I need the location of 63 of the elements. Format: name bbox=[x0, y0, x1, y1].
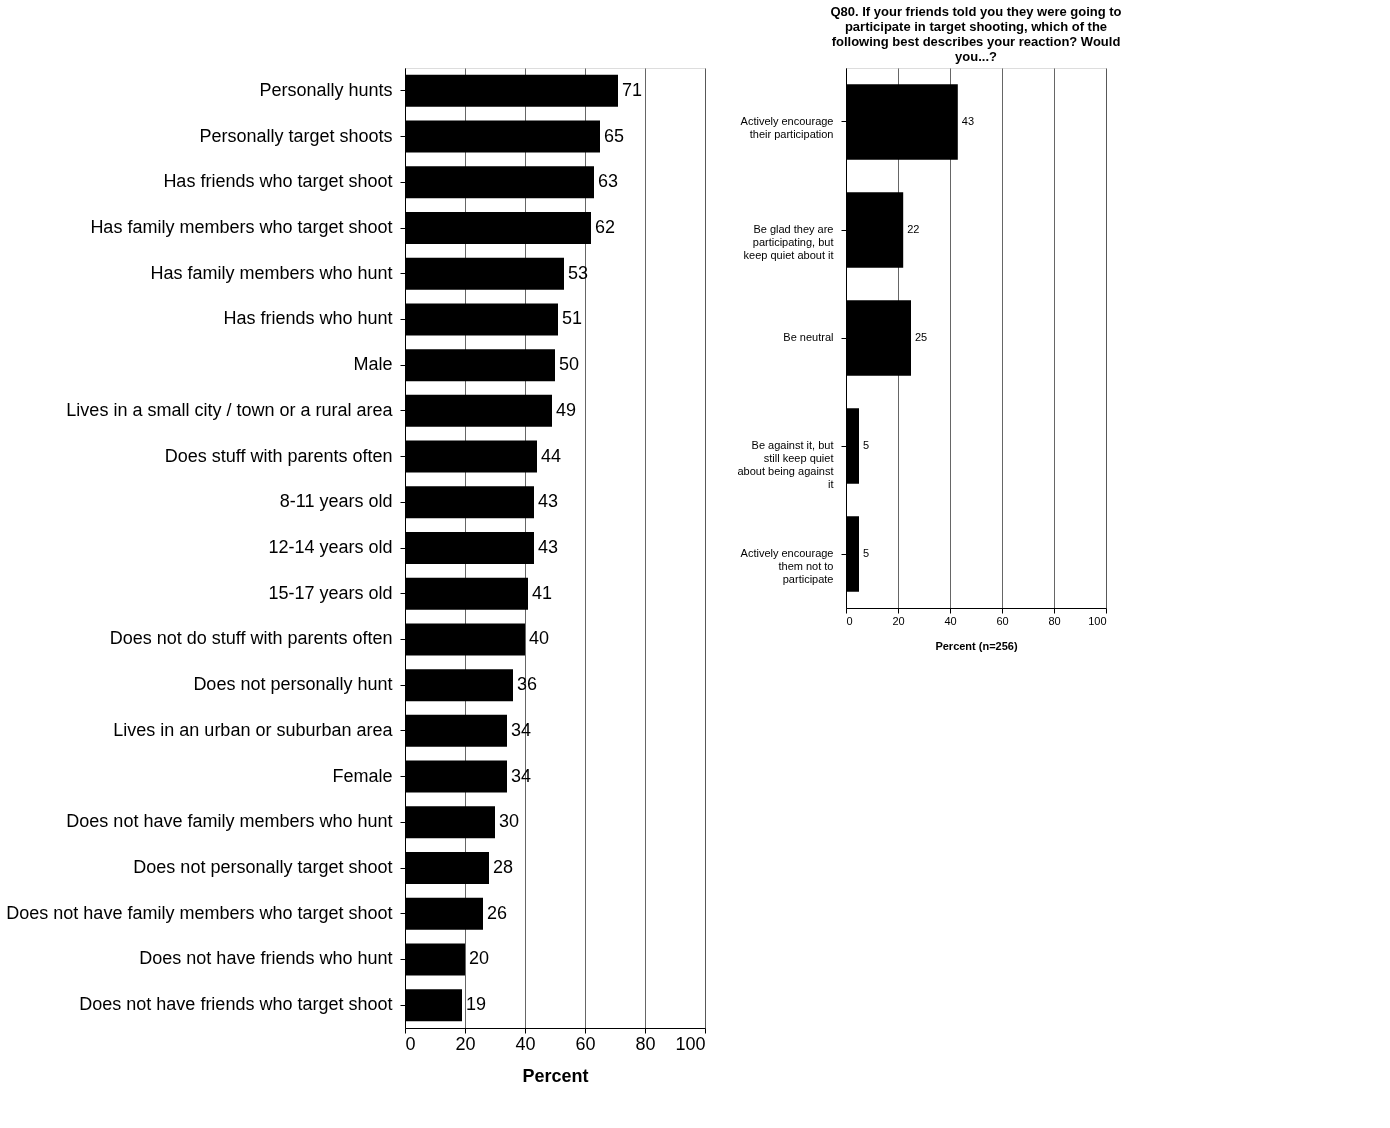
y-tick-label: Has family members who hunt bbox=[150, 262, 393, 283]
y-tick-label: Has family members who target shoot bbox=[90, 217, 393, 237]
y-tick-label: Female bbox=[332, 765, 393, 786]
data-label: 41 bbox=[532, 582, 553, 603]
y-tick-label: Has friends who hunt bbox=[223, 308, 393, 329]
data-label: 20 bbox=[469, 948, 490, 969]
y-tick-label: Lives in a small city / town or a rural area bbox=[66, 399, 394, 420]
data-label: 5 bbox=[863, 547, 870, 559]
y-tick-label: Lives in an urban or suburban area bbox=[113, 719, 394, 740]
x-tick-label: 100 bbox=[1088, 614, 1107, 627]
data-label: 40 bbox=[529, 628, 550, 649]
x-tick-label: 20 bbox=[892, 614, 905, 627]
y-tick-label: Does not personally hunt bbox=[193, 674, 393, 695]
data-label: 26 bbox=[487, 902, 508, 923]
data-label: 51 bbox=[562, 308, 583, 329]
data-label: 71 bbox=[622, 79, 643, 100]
y-tick-label: Does not do stuff with parents often bbox=[109, 628, 393, 649]
y-tick-label: Be glad they are participating, but keep quiet about it bbox=[743, 223, 834, 261]
data-label: 49 bbox=[556, 399, 577, 420]
y-tick-label: Does not have family members who target shoot bbox=[6, 902, 393, 923]
x-tick-label: 0 bbox=[405, 1033, 416, 1054]
data-label: 43 bbox=[538, 537, 559, 557]
y-tick-label: Does not have friends who hunt bbox=[139, 948, 393, 969]
data-label: 22 bbox=[907, 223, 920, 235]
y-tick-label: Does not have family members who hunt bbox=[66, 811, 393, 832]
data-label: 43 bbox=[538, 491, 559, 512]
data-label: 44 bbox=[541, 445, 562, 466]
x-tick-label: 60 bbox=[575, 1033, 596, 1054]
x-axis-title: Percent bbox=[522, 1065, 589, 1086]
x-tick-label: 0 bbox=[846, 614, 853, 627]
data-label: 25 bbox=[915, 331, 928, 343]
y-tick-label: Does stuff with parents often bbox=[164, 445, 393, 466]
data-label: 65 bbox=[604, 125, 625, 146]
data-label: 63 bbox=[598, 171, 619, 192]
y-tick-label: Be neutral bbox=[783, 331, 834, 343]
x-tick-label: 20 bbox=[455, 1033, 476, 1054]
data-label: 5 bbox=[863, 439, 870, 451]
x-tick-label: 40 bbox=[515, 1033, 536, 1054]
y-tick-label: 8-11 years old bbox=[279, 491, 393, 512]
data-label: 50 bbox=[559, 354, 580, 375]
y-tick-label: Male bbox=[353, 354, 393, 375]
data-label: 19 bbox=[466, 994, 487, 1015]
y-tick-label: 12-14 years old bbox=[268, 537, 393, 557]
y-tick-label: Personally target shoots bbox=[199, 125, 393, 146]
x-tick-label: 80 bbox=[1048, 614, 1061, 627]
y-tick-label: 15-17 years old bbox=[268, 582, 393, 603]
x-tick-label: 80 bbox=[635, 1033, 656, 1054]
data-label: 43 bbox=[961, 115, 975, 127]
y-tick-label: Be against it, but still keep quiet about being against it bbox=[737, 439, 834, 490]
y-tick-label: Does not personally target shoot bbox=[133, 857, 393, 877]
x-tick-label: 100 bbox=[675, 1033, 706, 1054]
y-tick-label: Actively encourage them not to participate bbox=[740, 547, 834, 585]
y-tick-label: Has friends who target shoot bbox=[163, 171, 393, 192]
data-label: 28 bbox=[493, 857, 514, 877]
data-label: 62 bbox=[595, 217, 616, 237]
y-tick-label: Personally hunts bbox=[259, 79, 393, 100]
y-tick-label: Does not have friends who target shoot bbox=[79, 994, 393, 1015]
x-tick-label: 40 bbox=[944, 614, 957, 627]
y-tick-label: Actively encourage their participation bbox=[740, 115, 834, 140]
x-tick-label: 60 bbox=[996, 614, 1009, 627]
chart-title: Q80. If your friends told you they were going to participate in target shooting, which of the following best describes your reaction? Would you...? bbox=[830, 4, 1122, 64]
x-axis-title: Percent (n=256) bbox=[935, 639, 1018, 652]
data-label: 30 bbox=[499, 811, 520, 832]
